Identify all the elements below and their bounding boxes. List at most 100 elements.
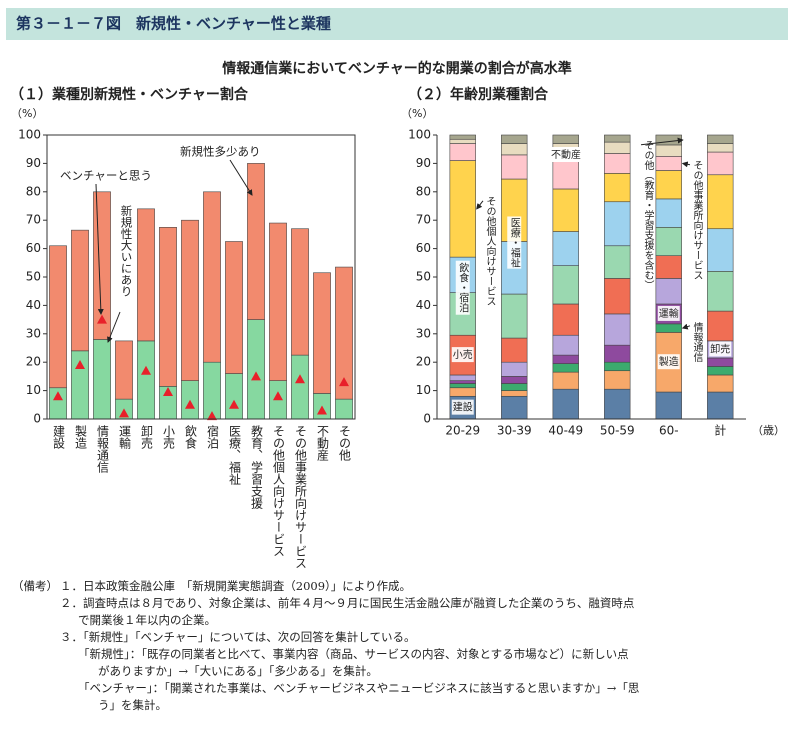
bar-segment bbox=[49, 245, 67, 389]
bar-segment bbox=[552, 303, 579, 336]
series-label: 運輸 bbox=[659, 307, 679, 320]
bar-segment bbox=[137, 340, 155, 420]
annotation-arrow bbox=[229, 159, 253, 196]
bar-segment bbox=[604, 245, 631, 279]
bar-segment bbox=[707, 143, 734, 153]
venture-marker bbox=[295, 374, 305, 384]
series-label-bg bbox=[507, 216, 522, 269]
header-band bbox=[6, 8, 788, 40]
bar-segment bbox=[552, 160, 579, 190]
x-tick-label: 50-59 bbox=[600, 424, 635, 438]
series-label-bg bbox=[641, 138, 655, 291]
x-tick-label: その他個人向けサービス bbox=[272, 425, 286, 557]
venture-marker bbox=[339, 377, 349, 387]
bar-segment bbox=[291, 228, 309, 356]
bar-segment bbox=[604, 344, 631, 363]
bar-segment bbox=[449, 383, 476, 389]
bar-segment bbox=[707, 174, 734, 230]
y-tick-label: 10 bbox=[26, 383, 41, 397]
note-line: がありますか」→「大いにある」「多少ある」を集計。 bbox=[98, 664, 378, 678]
annotation-arrow bbox=[681, 161, 691, 168]
chart-title: （１）業種別新規性・ベンチャー割合 bbox=[10, 86, 249, 103]
x-tick-label: 小売 bbox=[162, 425, 176, 450]
y-tick-label: 100 bbox=[18, 128, 41, 142]
bar-segment bbox=[137, 208, 155, 342]
series-label-bg bbox=[451, 347, 474, 363]
note-line: 「新規性」：「既存の同業者と比べて、事業内容（商品、サービスの内容、対象とする市… bbox=[78, 647, 629, 661]
bar-segment bbox=[707, 134, 734, 144]
bar-segment bbox=[655, 391, 682, 420]
x-tick-label: 宿泊 bbox=[206, 424, 220, 449]
y-tick-label: 0 bbox=[33, 412, 41, 426]
bar-segment bbox=[501, 383, 528, 391]
bar-segment bbox=[449, 387, 476, 397]
bar-segment bbox=[655, 255, 682, 279]
series-label-bg bbox=[690, 158, 704, 281]
y-axis-label: （%） bbox=[401, 107, 433, 120]
y-tick-label: 60 bbox=[416, 241, 431, 255]
x-tick-label: 運輸 bbox=[118, 425, 132, 449]
venture-marker bbox=[207, 411, 217, 421]
x-tick-label: 計 bbox=[714, 423, 726, 438]
bar-segment bbox=[291, 354, 309, 420]
series-annotation: ベンチャーと思う bbox=[60, 169, 152, 183]
bar-segment bbox=[449, 138, 476, 144]
bar-segment bbox=[115, 340, 133, 400]
bar-segment bbox=[552, 334, 579, 356]
bar-segment bbox=[552, 363, 579, 373]
y-tick-label: 40 bbox=[416, 298, 431, 312]
x-tick-label: 40-49 bbox=[548, 424, 583, 438]
bar-segment bbox=[225, 241, 243, 374]
series-label: 飲食・宿泊 bbox=[457, 262, 469, 314]
series-label: 小売 bbox=[453, 348, 473, 361]
series-annotation: その他事業所向けサービス bbox=[691, 160, 703, 280]
bar-segment bbox=[552, 231, 579, 266]
venture-marker bbox=[317, 405, 327, 415]
bar-segment bbox=[655, 156, 682, 171]
bar-segment bbox=[552, 371, 579, 390]
bar-segment bbox=[655, 227, 682, 257]
bar-segment bbox=[449, 380, 476, 384]
bar-segment bbox=[93, 339, 111, 420]
y-tick-label: 40 bbox=[26, 298, 41, 312]
series-annotation: 新規性大いにあり bbox=[120, 204, 134, 297]
x-tick-label: その他 bbox=[338, 425, 352, 461]
annotation-arrow bbox=[681, 323, 691, 330]
venture-marker bbox=[141, 365, 151, 375]
bar-segment bbox=[707, 391, 734, 420]
y-tick-label: 80 bbox=[416, 184, 431, 198]
note-line: ２．調査時点は８月であり、対象企業は、前年４月～９月に国民生活金融公庫が融資した… bbox=[60, 596, 635, 610]
bar-segment bbox=[604, 134, 631, 143]
series-label: 卸売 bbox=[710, 342, 730, 355]
venture-marker bbox=[273, 391, 283, 401]
y-tick-label: 20 bbox=[26, 355, 41, 369]
bar-segment bbox=[501, 134, 528, 144]
bar-segment bbox=[449, 160, 476, 258]
venture-marker bbox=[163, 387, 173, 397]
x-tick-label: 医療、福祉 bbox=[228, 425, 242, 486]
bar-segment bbox=[71, 229, 89, 352]
series-annotation: その他個人向けサービス bbox=[484, 196, 496, 306]
x-tick-label: 卸売 bbox=[140, 424, 154, 450]
bar-segment bbox=[655, 198, 682, 228]
series-label-bg bbox=[709, 341, 732, 357]
series-label: 建設 bbox=[453, 401, 473, 414]
bar-segment bbox=[501, 293, 528, 339]
bar-segment bbox=[707, 271, 734, 312]
note-line: で開業後１年以内の企業。 bbox=[78, 613, 216, 627]
bar-segment bbox=[655, 323, 682, 333]
bar-segment bbox=[181, 219, 199, 381]
y-tick-label: 0 bbox=[423, 412, 431, 426]
bar-segment bbox=[552, 265, 579, 305]
y-tick-label: 50 bbox=[26, 270, 41, 284]
y-tick-label: 90 bbox=[416, 156, 431, 170]
bar-segment bbox=[335, 266, 353, 400]
venture-marker bbox=[75, 360, 85, 370]
annotation-arrow bbox=[95, 183, 104, 315]
y-tick-label: 10 bbox=[416, 383, 431, 397]
bar-segment bbox=[655, 170, 682, 200]
series-label-bg bbox=[690, 319, 704, 364]
series-label-bg bbox=[455, 260, 470, 315]
bar-segment bbox=[707, 228, 734, 272]
bar-segment bbox=[604, 173, 631, 203]
